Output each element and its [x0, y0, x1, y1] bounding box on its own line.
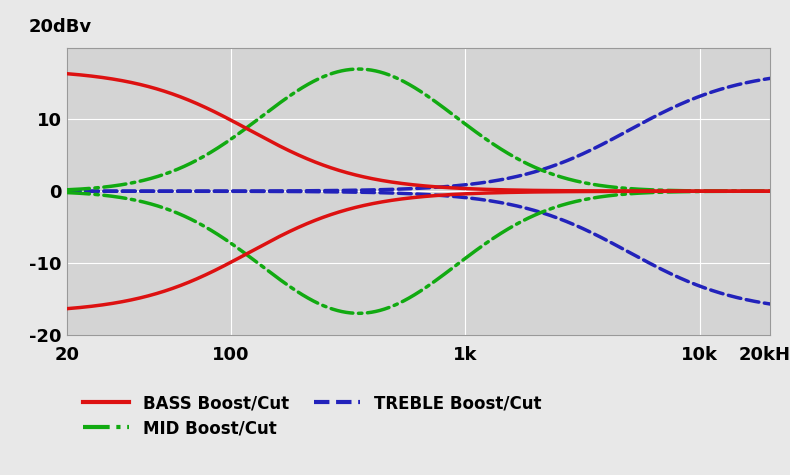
Text: 100: 100 — [213, 346, 250, 364]
Text: 20: 20 — [55, 346, 80, 364]
Text: 10k: 10k — [681, 346, 718, 364]
Text: 1k: 1k — [453, 346, 478, 364]
Legend: BASS Boost/Cut, MID Boost/Cut, TREBLE Boost/Cut: BASS Boost/Cut, MID Boost/Cut, TREBLE Bo… — [82, 395, 541, 437]
Text: 20kHz: 20kHz — [739, 346, 790, 364]
Text: 20dBv: 20dBv — [28, 18, 92, 36]
